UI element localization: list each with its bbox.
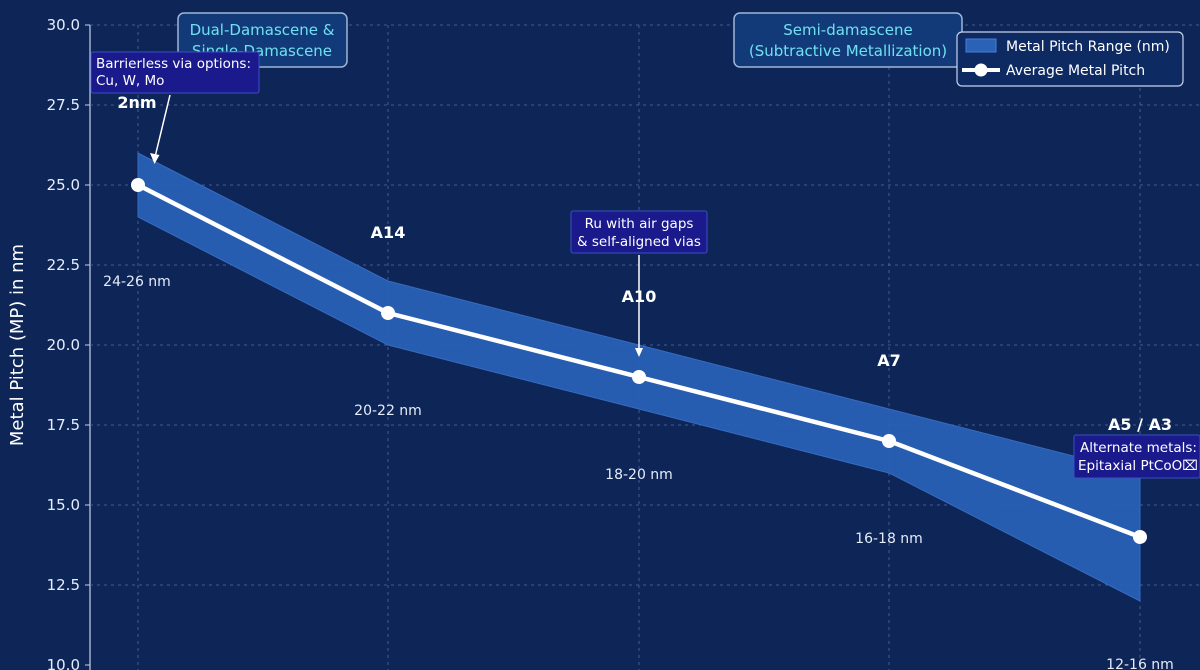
y-tick-label: 12.5 — [47, 576, 80, 594]
range-label: 12-16 nm — [1106, 657, 1174, 670]
arrow-ru — [635, 255, 643, 357]
average-point — [381, 306, 395, 320]
callout-ru-air-gaps: Ru with air gaps & self-aligned vias — [570, 210, 708, 254]
y-tick-label: 27.5 — [47, 96, 80, 114]
legend-swatch-range — [965, 38, 997, 53]
y-tick-label: 22.5 — [47, 256, 80, 274]
average-point — [131, 178, 145, 192]
legend: Metal Pitch Range (nm) Average Metal Pit… — [956, 31, 1184, 87]
callout-ru-line-1: Ru with air gaps — [585, 216, 694, 232]
average-point — [632, 370, 646, 384]
arrow-barrierless — [150, 94, 171, 164]
era-label-damascene-line-1: Dual-Damascene & — [190, 21, 335, 39]
callout-ru-line-2: & self-aligned vias — [577, 234, 701, 250]
average-line-layer — [131, 178, 1147, 544]
callout-alternate-metals: Alternate metals: Epitaxial PtCoO⌧ — [1073, 434, 1200, 479]
y-tick-label: 10.0 — [47, 656, 80, 670]
era-label-semi-damascene-line-1: Semi-damascene — [783, 21, 913, 39]
y-tick-label: 17.5 — [47, 416, 80, 434]
grid-layer: 10.0 12.5 15.0 17.5 20.0 22.5 25.0 27.5 30.0 — [47, 16, 1200, 670]
legend-label-average: Average Metal Pitch — [1006, 63, 1145, 79]
range-label: 18-20 nm — [605, 467, 673, 483]
era-label-semi-damascene-line-2: (Subtractive Metallization) — [749, 42, 947, 60]
node-label: A7 — [877, 351, 901, 370]
y-tick-label: 20.0 — [47, 336, 80, 354]
node-label: A5 / A3 — [1108, 415, 1172, 434]
y-tick-label: 30.0 — [47, 16, 80, 34]
average-point — [882, 434, 896, 448]
node-label: 2nm — [117, 93, 156, 112]
range-label: 20-22 nm — [354, 403, 422, 419]
y-tick-label: 25.0 — [47, 176, 80, 194]
node-label: A14 — [371, 223, 406, 242]
y-axis-label: Metal Pitch (MP) in nm — [7, 244, 28, 446]
range-label: 16-18 nm — [855, 531, 923, 547]
callout-alternate-line-1: Alternate metals: — [1080, 440, 1197, 456]
average-point — [1133, 530, 1147, 544]
callout-barrierless-line-1: Barrierless via options: — [96, 56, 251, 72]
range-label: 24-26 nm — [103, 274, 171, 290]
callout-barrierless-line-2: Cu, W, Mo — [96, 73, 164, 89]
callout-alternate-line-2: Epitaxial PtCoO⌧ — [1078, 458, 1198, 474]
legend-marker-average — [974, 63, 988, 77]
callout-barrierless: Barrierless via options: Cu, W, Mo — [90, 51, 260, 94]
y-tick-label: 15.0 — [47, 496, 80, 514]
era-label-semi-damascene: Semi-damascene (Subtractive Metallizatio… — [733, 12, 963, 68]
legend-label-range: Metal Pitch Range (nm) — [1006, 39, 1170, 55]
